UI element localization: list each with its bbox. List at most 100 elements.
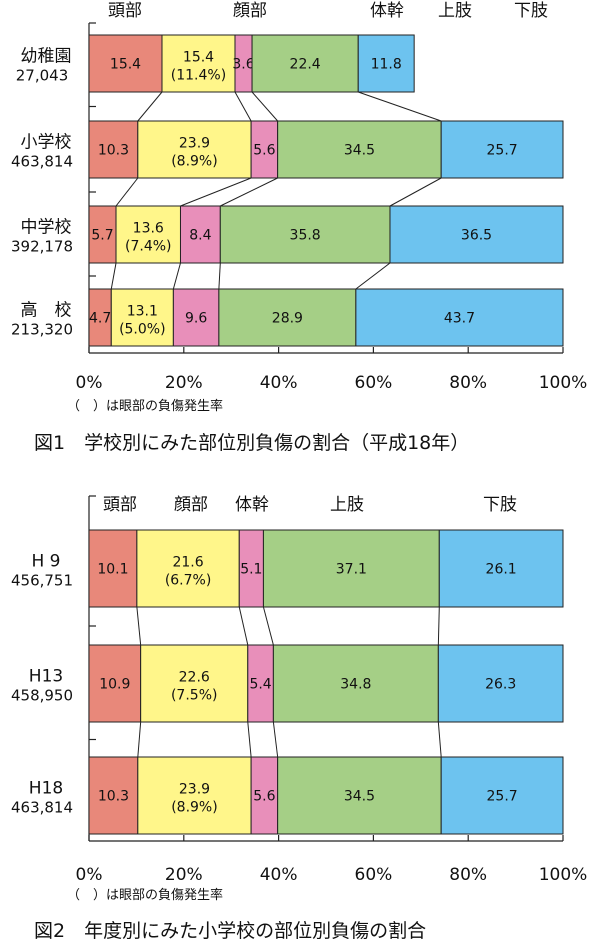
- connector-line: [389, 177, 442, 207]
- data-label-face: 23.9: [179, 782, 210, 798]
- bar-head: [88, 120, 139, 179]
- chart-2: 頭部 顔部 体幹 上肢 下肢 0% 20% 40% 60% 80% 100% 10.1 21.6 (6.7…: [11, 494, 587, 942]
- chart-note: （ ）は眼部の負傷発生率: [67, 398, 223, 414]
- data-label-trunk: 8.4: [189, 228, 211, 244]
- chart-title: 図1 学校別にみた部位別負傷の割合（平成18年）: [34, 432, 469, 454]
- data-label-upper-limb: 37.1: [336, 562, 367, 578]
- bar-lower-limb: [355, 288, 564, 347]
- bar-face: [115, 205, 181, 264]
- row-count: 392,178: [11, 238, 73, 256]
- row-label: H18: [29, 779, 63, 799]
- legend-trunk: 体幹: [370, 0, 404, 21]
- bar-lower-limb: [440, 756, 564, 835]
- data-label-eye-rate: (7.5%): [171, 688, 218, 704]
- legend-head: 頭部: [103, 495, 137, 515]
- bar-head: [88, 34, 163, 93]
- bar-upper-limb: [251, 34, 359, 93]
- connector-line: [437, 721, 442, 758]
- bar-face: [136, 529, 240, 608]
- data-label-eye-rate: (5.0%): [119, 322, 166, 338]
- connector-line: [137, 91, 163, 122]
- data-label-head: 10.3: [98, 143, 129, 159]
- data-label-lower-limb: 36.5: [461, 228, 492, 244]
- x-tick-label: 20%: [165, 865, 203, 885]
- bar-lower-limb: [357, 34, 415, 93]
- data-label-head: 10.1: [97, 562, 128, 578]
- bar-lower-limb: [389, 205, 564, 264]
- data-label-face: 21.6: [172, 555, 203, 571]
- bar-trunk: [250, 756, 279, 835]
- x-tick-label: 0%: [76, 865, 103, 885]
- data-label-lower-limb: 26.1: [486, 562, 517, 578]
- x-tick-label: 60%: [355, 865, 393, 885]
- data-label-lower-limb: 25.7: [487, 143, 518, 159]
- connector-line: [272, 721, 279, 758]
- row-label: 幼稚園: [21, 47, 72, 67]
- data-label-eye-rate: (7.4%): [125, 239, 172, 255]
- connector-line: [136, 606, 142, 646]
- row-label: H 9: [31, 552, 60, 572]
- data-label-face: 13.6: [133, 221, 164, 237]
- connector-line: [137, 721, 142, 758]
- bar-upper-limb: [218, 288, 357, 347]
- legend-lower-limb: 下肢: [514, 1, 548, 21]
- x-tick-label: 0%: [76, 373, 103, 393]
- data-label-upper-limb: 22.4: [290, 57, 321, 73]
- row-count: 458,950: [11, 687, 73, 705]
- data-label-head: 15.4: [110, 57, 141, 73]
- data-label-lower-limb: 11.8: [371, 57, 402, 73]
- row-label: 小学校: [21, 133, 72, 153]
- data-label-head: 10.3: [98, 789, 129, 805]
- data-label-lower-limb: 43.7: [444, 311, 475, 327]
- legend-head: 頭部: [108, 1, 142, 21]
- bar-trunk: [250, 120, 279, 179]
- connector-line: [355, 262, 391, 290]
- x-tick-label: 100%: [539, 865, 588, 885]
- data-label-eye-rate: (6.7%): [165, 573, 212, 589]
- data-label-upper-limb: 34.5: [344, 789, 375, 805]
- bar-head: [88, 529, 138, 608]
- legend-lower-limb: 下肢: [483, 495, 517, 515]
- data-label-head: 5.7: [91, 228, 113, 244]
- data-label-face: 15.4: [183, 50, 214, 66]
- x-tick-label: 20%: [165, 373, 203, 393]
- connector-line: [238, 606, 249, 646]
- row-count: 213,320: [11, 321, 73, 339]
- connector-line: [110, 262, 117, 290]
- bar-upper-limb: [277, 756, 442, 835]
- connector-line: [262, 606, 274, 646]
- connector-line: [247, 721, 252, 758]
- row-label: H13: [29, 667, 63, 687]
- data-label-trunk: 5.4: [249, 677, 271, 693]
- data-label-face: 13.1: [127, 304, 158, 320]
- row-label: 高 校: [21, 301, 72, 321]
- bar-upper-limb: [272, 644, 439, 723]
- x-tick-label: 80%: [449, 865, 487, 885]
- data-label-head: 10.9: [99, 677, 130, 693]
- data-label-upper-limb: 34.8: [340, 677, 371, 693]
- data-label-lower-limb: 25.7: [487, 789, 518, 805]
- bar-head: [88, 756, 139, 835]
- row-count: 463,814: [11, 153, 73, 171]
- row-count: 463,814: [11, 799, 73, 817]
- data-label-upper-limb: 35.8: [290, 228, 321, 244]
- data-label-lower-limb: 26.3: [485, 677, 516, 693]
- data-label-trunk: 5.1: [240, 562, 262, 578]
- bar-trunk: [172, 288, 220, 347]
- connector-line: [115, 177, 139, 207]
- connector-line: [437, 606, 440, 646]
- bar-upper-limb: [219, 205, 391, 264]
- bar-face: [140, 644, 249, 723]
- x-tick-label: 40%: [260, 373, 298, 393]
- bar-face: [137, 756, 252, 835]
- data-label-head: 4.7: [89, 311, 111, 327]
- bar-lower-limb: [438, 529, 564, 608]
- legend-upper-limb: 上肢: [330, 495, 364, 515]
